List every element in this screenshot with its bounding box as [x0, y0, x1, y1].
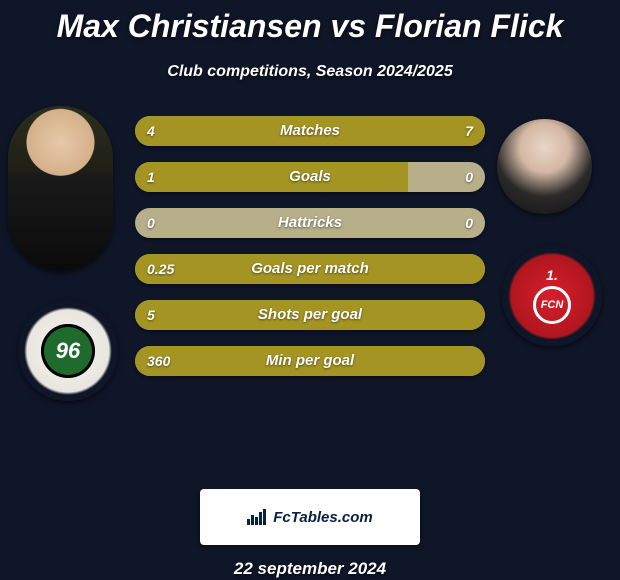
club-right-text: 1. FCN — [533, 268, 571, 323]
club-right-badge: 1. FCN — [502, 246, 602, 346]
page-title: Max Christiansen vs Florian Flick — [0, 0, 620, 45]
bar-label: Goals — [135, 162, 485, 192]
bar-label: Shots per goal — [135, 300, 485, 330]
club-right-bottom: FCN — [533, 286, 571, 324]
player-right-avatar — [497, 119, 592, 214]
stat-bar-row: 47Matches — [135, 116, 485, 146]
bar-label: Matches — [135, 116, 485, 146]
brand-pill: FcTables.com — [200, 489, 420, 545]
stat-bar-row: 10Goals — [135, 162, 485, 192]
stat-bar-row: 0.25Goals per match — [135, 254, 485, 284]
brand-icon — [247, 509, 267, 525]
stat-bars: 47Matches 10Goals 00Hattricks 0.25Goals per… — [135, 116, 485, 392]
player-left-silhouette — [8, 106, 113, 271]
club-right-top: 1. — [533, 268, 571, 283]
bar-label: Min per goal — [135, 346, 485, 376]
brand-text: FcTables.com — [273, 509, 372, 526]
date-line: 22 september 2024 — [0, 559, 620, 579]
comparison-area: 96 1. FCN 47Matches 10Goals 00Hattricks 0.2… — [0, 101, 620, 481]
club-left-badge: 96 — [18, 301, 118, 401]
player-left-avatar — [8, 106, 113, 271]
subtitle: Club competitions, Season 2024/2025 — [0, 63, 620, 81]
stat-bar-row: 360Min per goal — [135, 346, 485, 376]
club-left-text: 96 — [41, 324, 95, 378]
bar-label: Goals per match — [135, 254, 485, 284]
stat-bar-row: 00Hattricks — [135, 208, 485, 238]
bar-label: Hattricks — [135, 208, 485, 238]
stat-bar-row: 5Shots per goal — [135, 300, 485, 330]
